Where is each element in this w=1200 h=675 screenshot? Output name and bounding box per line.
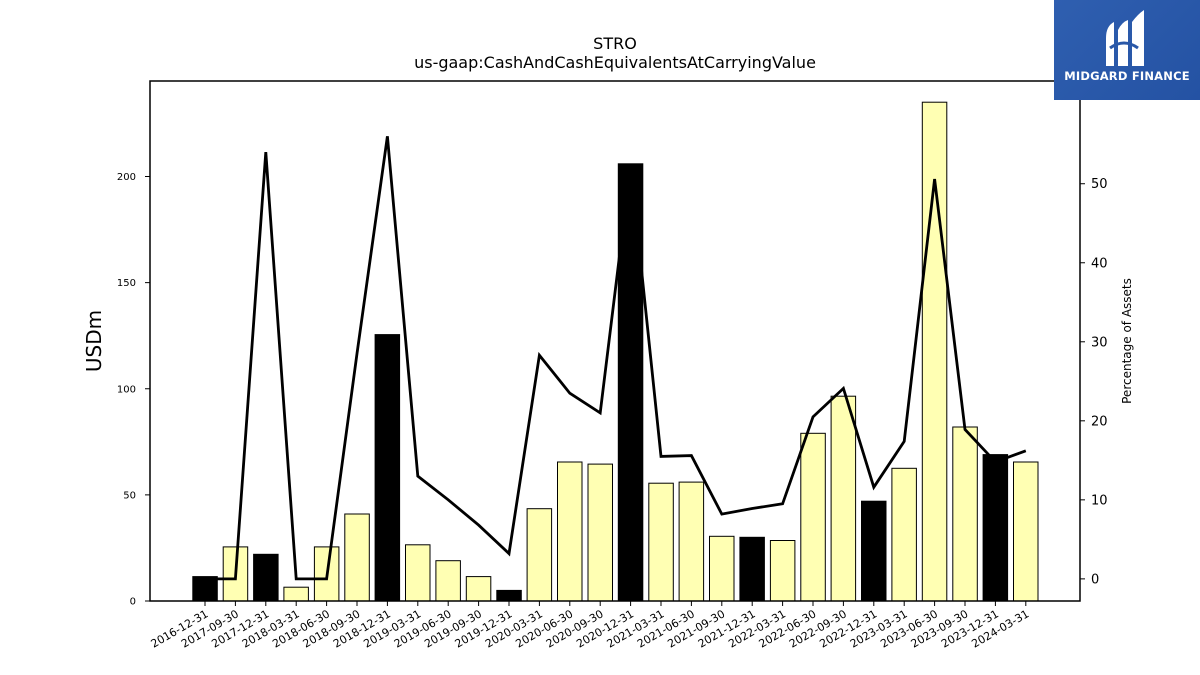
y-tick-label: 200 xyxy=(117,172,136,183)
bar xyxy=(405,544,431,602)
y-tick-label: 0 xyxy=(130,597,136,608)
bar xyxy=(465,576,492,602)
bar xyxy=(830,395,857,602)
chart-subtitle: us-gaap:CashAndCashEquivalentsAtCarrying… xyxy=(414,53,816,72)
bar xyxy=(496,589,522,602)
bar xyxy=(921,101,948,602)
midgard-logo-icon xyxy=(1106,10,1144,66)
bar xyxy=(982,454,1009,602)
bar xyxy=(709,535,735,602)
bar-group xyxy=(192,101,1039,602)
logo-text: MIDGARD FINANCE xyxy=(1064,69,1190,83)
bar xyxy=(678,481,705,602)
bar xyxy=(739,536,765,602)
bar xyxy=(648,482,674,602)
midgard-finance-logo: MIDGARD FINANCE xyxy=(1054,0,1200,100)
y2-tick-label: 0 xyxy=(1091,572,1099,587)
bar xyxy=(283,586,309,602)
y-tick-label: 150 xyxy=(117,278,136,289)
bar xyxy=(557,461,583,602)
bar xyxy=(1013,461,1039,602)
bar xyxy=(861,500,887,602)
bar xyxy=(435,560,461,602)
bar xyxy=(344,513,370,602)
y2-tick-label: 30 xyxy=(1091,335,1108,350)
bar xyxy=(891,467,917,602)
y2-tick-label: 40 xyxy=(1091,256,1108,271)
y-tick-label: 50 xyxy=(123,490,136,501)
bar xyxy=(769,540,796,602)
bar xyxy=(952,426,978,602)
bar xyxy=(526,508,553,602)
y-axis-label: USDm xyxy=(82,310,106,372)
percentage-line xyxy=(205,136,1027,581)
plot-frame xyxy=(149,80,1081,602)
y2-tick-label: 50 xyxy=(1091,177,1108,192)
bar xyxy=(253,553,279,602)
y-tick-label: 100 xyxy=(117,384,136,395)
y2-tick-label: 20 xyxy=(1091,414,1108,429)
bar xyxy=(374,334,401,602)
bar xyxy=(800,432,826,602)
line-group xyxy=(205,136,1027,581)
y2-tick-label: 10 xyxy=(1091,493,1108,508)
y2-axis-label: Percentage of Assets xyxy=(1120,278,1134,404)
chart-title: STRO xyxy=(593,34,637,53)
bar xyxy=(587,463,613,602)
